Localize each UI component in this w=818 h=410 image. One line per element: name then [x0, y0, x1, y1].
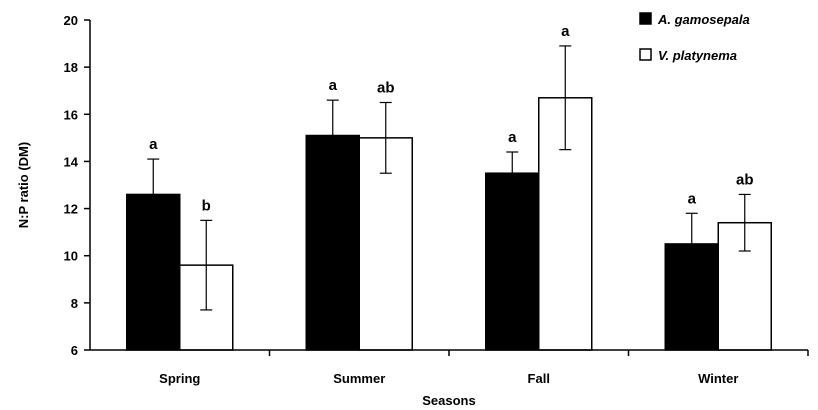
y-tick-label: 12: [64, 202, 78, 217]
y-tick-label: 6: [71, 343, 78, 358]
legend-swatch: [639, 48, 652, 61]
y-tick-label: 8: [71, 296, 78, 311]
significance-letter: a: [688, 190, 697, 207]
legend-label: A. gamosepala: [657, 12, 750, 27]
y-axis-ticks: 6 8 10 12 14 16 18 20: [64, 13, 90, 358]
legend-label: V. platynema: [658, 48, 737, 63]
legend: A. gamosepala V. platynema: [639, 12, 750, 63]
x-tick-label: Spring: [159, 371, 200, 386]
x-tick-label: Summer: [333, 371, 385, 386]
significance-letter: a: [508, 129, 517, 146]
significance-letter: a: [561, 23, 570, 40]
x-tick-label: Fall: [528, 371, 550, 386]
y-tick-label: 16: [64, 107, 78, 122]
significance-letter: a: [149, 136, 158, 153]
y-tick-label: 18: [64, 60, 78, 75]
significance-letter: ab: [736, 171, 754, 188]
y-tick-label: 10: [64, 249, 78, 264]
significance-letter: ab: [377, 80, 395, 97]
bar: [485, 172, 540, 351]
x-tick-label: Winter: [698, 371, 738, 386]
x-axis-ticks: Spring Summer Fall Winter: [159, 350, 809, 386]
x-axis-title: Seasons: [422, 393, 475, 408]
y-tick-label: 14: [64, 154, 79, 169]
y-tick-label: 20: [64, 13, 78, 28]
y-axis-title: N:P ratio (DM): [16, 142, 31, 228]
significance-letter: b: [202, 197, 211, 214]
legend-swatch: [639, 12, 652, 25]
significance-letter: a: [329, 77, 338, 94]
